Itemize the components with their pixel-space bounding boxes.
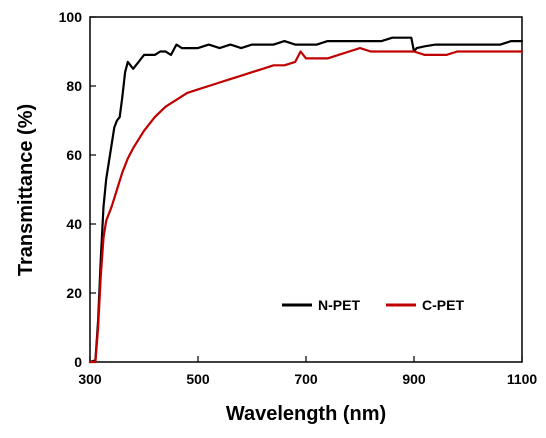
series-line-c-pet — [88, 47, 524, 364]
y-tick-label: 60 — [66, 147, 82, 163]
x-tick-label: 700 — [294, 371, 318, 387]
legend-label-c-pet: C-PET — [422, 297, 464, 313]
x-tick-label: 300 — [78, 371, 102, 387]
x-tick-label: 500 — [186, 371, 210, 387]
y-tick-label: 40 — [66, 216, 82, 232]
y-tick-label: 100 — [59, 9, 83, 25]
y-axis-title: Transmittance (%) — [15, 104, 37, 276]
x-axis-title: Wavelength (nm) — [226, 403, 386, 425]
series-line-n-pet — [88, 36, 524, 364]
y-tick-label: 0 — [74, 354, 82, 370]
x-tick-label: 1100 — [507, 371, 538, 387]
x-axis-ticks: 300 500 700 900 1100 — [78, 356, 537, 387]
x-tick-label: 900 — [402, 371, 426, 387]
y-tick-label: 80 — [66, 78, 82, 94]
y-tick-label: 20 — [66, 285, 82, 301]
legend: N-PET C-PET — [282, 297, 464, 313]
series-layer — [88, 36, 524, 364]
legend-label-n-pet: N-PET — [318, 297, 360, 313]
y-axis-ticks: 0 20 40 60 80 100 — [59, 9, 96, 370]
